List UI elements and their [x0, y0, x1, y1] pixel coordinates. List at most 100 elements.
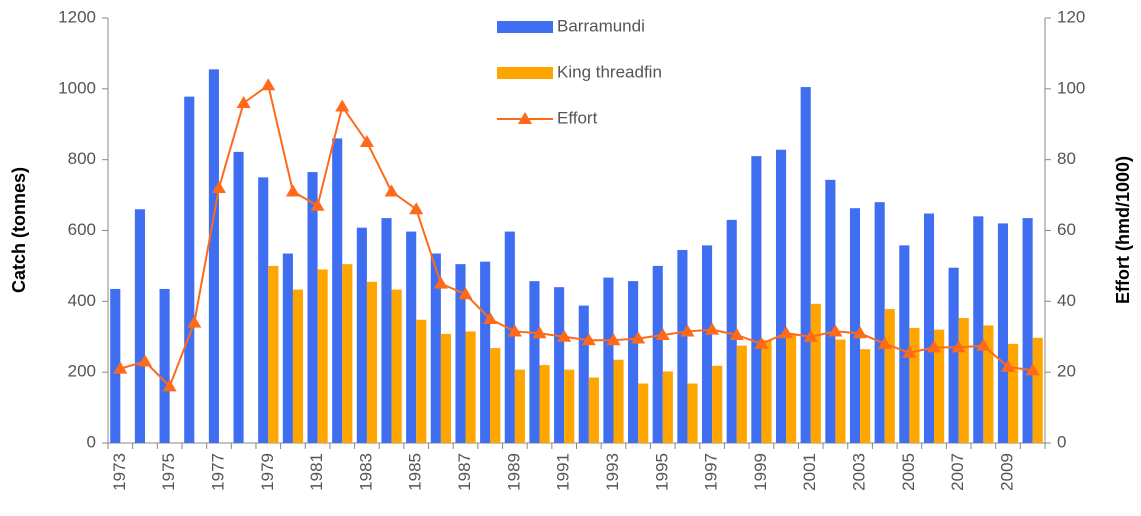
bar: [268, 265, 279, 443]
bar: [702, 245, 713, 443]
x-tick-label: 1975: [159, 453, 178, 491]
x-tick-label: 1999: [751, 453, 770, 491]
bar: [726, 219, 737, 443]
legend-label: Effort: [557, 108, 598, 127]
bar: [282, 253, 293, 443]
bar: [712, 365, 723, 443]
y2-tick-label: 40: [1057, 291, 1076, 310]
bar: [159, 288, 170, 443]
x-tick-label: 1977: [208, 453, 227, 491]
y-tick-label: 800: [68, 149, 96, 168]
marker: [483, 312, 498, 325]
legend-marker: [518, 112, 532, 124]
bar: [628, 281, 639, 443]
bar: [613, 359, 624, 443]
marker: [877, 336, 892, 349]
bar: [1022, 218, 1033, 443]
bar: [455, 264, 466, 443]
bar: [860, 349, 871, 443]
marker: [631, 331, 646, 344]
y2-tick-label: 60: [1057, 220, 1076, 239]
marker: [705, 322, 720, 335]
bar: [687, 383, 698, 443]
marker: [779, 326, 794, 339]
marker: [606, 333, 621, 346]
bar: [381, 218, 392, 443]
bar: [973, 216, 984, 443]
x-tick-label: 1991: [554, 453, 573, 491]
marker: [828, 324, 843, 337]
bar: [440, 333, 451, 443]
marker: [1025, 363, 1040, 376]
bar: [406, 231, 417, 443]
marker: [335, 99, 350, 112]
y-axis-title: Catch (tonnes): [9, 167, 29, 293]
bar: [514, 369, 525, 443]
marker: [433, 276, 448, 289]
y-tick-label: 400: [68, 291, 96, 310]
marker: [261, 78, 276, 91]
marker: [409, 202, 424, 215]
bar: [578, 305, 589, 443]
marker: [951, 340, 966, 353]
bar: [391, 289, 402, 443]
y-tick-label: 0: [87, 432, 96, 451]
bar: [1032, 337, 1043, 443]
bar: [332, 138, 343, 443]
bar: [564, 369, 575, 443]
bar: [292, 289, 304, 443]
y2-tick-label: 120: [1057, 7, 1085, 26]
marker: [655, 327, 670, 340]
marker: [976, 338, 991, 351]
bar: [554, 287, 565, 443]
marker: [557, 329, 572, 342]
y-tick-label: 600: [68, 220, 96, 239]
bar: [923, 213, 935, 443]
bar: [810, 303, 821, 443]
bar: [638, 383, 649, 443]
marker: [729, 327, 744, 340]
bar: [342, 264, 353, 443]
x-tick-label: 2003: [850, 453, 869, 491]
marker: [458, 287, 473, 300]
marker: [507, 324, 522, 337]
bar: [948, 267, 959, 443]
bar: [480, 261, 491, 443]
y2-tick-label: 0: [1057, 432, 1066, 451]
y2-tick-label: 80: [1057, 149, 1076, 168]
marker: [927, 340, 942, 353]
marker: [384, 184, 399, 197]
bar: [751, 156, 762, 443]
bar: [983, 325, 994, 443]
marker: [359, 134, 374, 147]
bar: [233, 151, 244, 443]
bar: [958, 317, 969, 443]
marker: [187, 315, 202, 328]
bar: [775, 149, 787, 443]
x-tick-label: 1981: [307, 453, 326, 491]
marker: [310, 198, 325, 211]
marker: [285, 184, 300, 197]
bar: [465, 331, 476, 443]
bar: [356, 227, 367, 443]
bar: [588, 377, 599, 443]
marker: [581, 333, 596, 346]
x-tick-label: 2005: [899, 453, 918, 491]
marker: [680, 324, 695, 337]
legend-label: Barramundi: [557, 16, 645, 35]
y2-tick-label: 20: [1057, 362, 1076, 381]
x-tick-label: 1985: [406, 453, 425, 491]
bar: [652, 265, 663, 443]
bar: [997, 223, 1009, 443]
y-tick-label: 1000: [58, 78, 96, 97]
marker: [754, 336, 769, 349]
bar: [884, 309, 895, 443]
bar: [317, 269, 328, 443]
legend-swatch: [497, 67, 553, 79]
bar: [529, 281, 540, 443]
bar: [800, 87, 811, 443]
bar: [208, 69, 219, 444]
x-tick-label: 1973: [110, 453, 129, 491]
x-tick-label: 1983: [356, 453, 375, 491]
